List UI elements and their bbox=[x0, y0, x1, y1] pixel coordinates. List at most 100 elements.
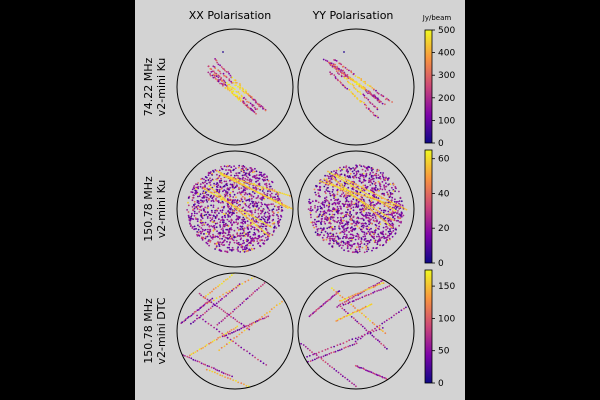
data-point bbox=[219, 226, 222, 228]
data-point bbox=[216, 61, 219, 64]
data-point bbox=[358, 309, 360, 312]
data-point bbox=[351, 194, 354, 197]
data-point bbox=[221, 168, 224, 171]
data-point bbox=[238, 333, 241, 336]
data-point bbox=[218, 307, 221, 309]
data-point bbox=[349, 344, 351, 347]
data-point bbox=[201, 239, 204, 241]
data-point bbox=[345, 340, 348, 343]
data-point bbox=[381, 201, 384, 203]
data-point bbox=[331, 176, 334, 179]
data-point bbox=[199, 183, 202, 186]
data-point bbox=[311, 221, 314, 224]
data-point bbox=[382, 215, 384, 218]
data-point bbox=[188, 216, 190, 219]
data-point bbox=[351, 244, 353, 247]
data-point bbox=[336, 193, 339, 196]
data-point bbox=[340, 173, 343, 176]
data-point bbox=[315, 193, 317, 196]
colorbar-tick-label: 200 bbox=[438, 94, 455, 104]
sky-circle-row1-yy bbox=[297, 28, 415, 146]
data-point bbox=[351, 191, 354, 193]
data-point bbox=[371, 187, 373, 190]
data-point bbox=[330, 184, 333, 186]
data-point bbox=[259, 188, 261, 191]
data-point bbox=[375, 284, 378, 287]
data-point bbox=[199, 206, 202, 209]
data-point bbox=[364, 82, 367, 85]
data-point bbox=[206, 217, 209, 219]
data-point bbox=[353, 185, 355, 188]
data-point bbox=[217, 170, 220, 173]
data-point bbox=[370, 178, 372, 181]
data-point bbox=[218, 212, 220, 215]
data-point bbox=[390, 193, 393, 196]
data-point bbox=[233, 177, 236, 180]
data-point bbox=[193, 214, 196, 217]
data-point bbox=[319, 185, 321, 188]
data-point bbox=[238, 92, 241, 95]
data-point bbox=[263, 173, 265, 176]
data-point bbox=[398, 311, 400, 314]
data-point bbox=[248, 195, 251, 198]
data-point bbox=[250, 188, 253, 191]
data-point bbox=[216, 173, 218, 176]
data-point bbox=[382, 226, 385, 229]
data-point bbox=[377, 215, 380, 217]
data-point bbox=[201, 217, 204, 220]
data-point bbox=[319, 222, 322, 224]
data-point bbox=[250, 219, 252, 222]
data-point bbox=[400, 213, 403, 216]
data-point bbox=[347, 296, 350, 299]
data-point bbox=[360, 194, 363, 196]
data-point bbox=[360, 100, 363, 103]
data-point bbox=[223, 165, 226, 168]
data-point bbox=[345, 206, 348, 209]
data-point bbox=[318, 307, 320, 310]
data-point bbox=[200, 205, 203, 208]
data-point bbox=[370, 195, 373, 198]
data-point bbox=[258, 103, 260, 106]
data-point bbox=[249, 235, 252, 238]
data-point bbox=[226, 312, 229, 315]
data-point bbox=[251, 215, 253, 218]
data-point bbox=[350, 91, 353, 93]
colorbar-tick-label: 60 bbox=[438, 155, 450, 165]
data-point bbox=[244, 220, 247, 223]
data-point bbox=[325, 238, 328, 241]
data-point bbox=[216, 195, 219, 198]
data-point bbox=[196, 212, 198, 215]
data-point bbox=[360, 240, 362, 243]
data-point bbox=[261, 190, 264, 192]
data-point bbox=[243, 300, 245, 303]
data-point bbox=[398, 224, 400, 227]
data-point bbox=[226, 218, 229, 221]
data-point bbox=[217, 177, 219, 180]
data-point bbox=[251, 171, 254, 174]
data-point bbox=[242, 210, 245, 213]
data-point bbox=[396, 204, 399, 207]
colorbar-tick-label: 300 bbox=[438, 71, 455, 81]
data-point bbox=[210, 194, 213, 197]
data-point bbox=[256, 288, 258, 291]
data-point bbox=[365, 329, 368, 332]
data-point bbox=[286, 205, 289, 208]
data-point bbox=[217, 63, 220, 66]
data-point bbox=[226, 204, 229, 207]
data-point bbox=[236, 242, 238, 245]
data-point bbox=[368, 192, 370, 195]
data-point bbox=[373, 95, 376, 98]
data-point bbox=[195, 183, 197, 186]
points-row2-xx bbox=[186, 164, 293, 254]
data-point bbox=[253, 176, 256, 179]
data-point bbox=[349, 190, 352, 193]
data-point bbox=[236, 226, 239, 229]
data-point bbox=[358, 221, 361, 224]
data-point bbox=[250, 194, 253, 197]
data-point bbox=[398, 208, 400, 210]
data-point bbox=[393, 314, 395, 317]
data-point bbox=[373, 372, 376, 375]
data-point bbox=[247, 172, 249, 175]
data-point bbox=[367, 212, 370, 214]
